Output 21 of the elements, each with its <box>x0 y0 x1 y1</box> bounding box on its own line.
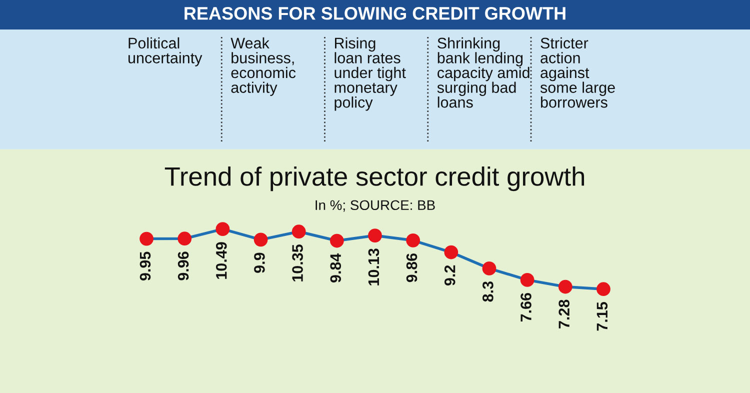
data-label: 9.86 <box>406 253 418 282</box>
data-label: 9.2 <box>444 265 456 286</box>
data-label: 7.15 <box>596 302 608 331</box>
text: Weak business, economic activity <box>230 37 296 96</box>
data-label: 7.66 <box>520 292 532 322</box>
chart-title: REASONS FOR SLOWING CREDIT GROWTH <box>184 6 566 20</box>
data-label: 10.13 <box>368 248 380 286</box>
data-label: 10.35 <box>292 244 303 282</box>
text: In %; SOURCE: BB <box>316 200 435 212</box>
chart-subtitle: Trend of private sector credit growth <box>164 166 584 192</box>
data-label: 9.9 <box>254 252 265 273</box>
data-label: 9.84 <box>330 253 342 282</box>
text: Rising loan rates under tight monetary policy <box>334 37 406 111</box>
data-label: 9.96 <box>178 252 189 280</box>
data-label: 7.28 <box>558 300 570 328</box>
text: Stricter action against some large borrowers <box>540 37 615 108</box>
text: Shrinking bank lending capacity amid surging bad loans <box>437 37 530 108</box>
data-label: 10.49 <box>216 242 227 279</box>
text: Political uncertainty <box>128 37 202 66</box>
data-label: 8.3 <box>482 281 494 302</box>
data-label: 9.95 <box>140 252 151 280</box>
